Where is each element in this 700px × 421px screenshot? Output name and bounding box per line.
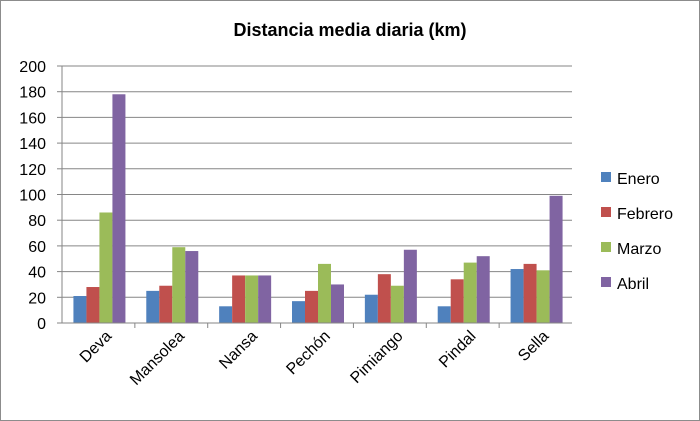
y-tick-label: 20 <box>28 290 46 307</box>
legend-label: Enero <box>617 171 660 188</box>
legend-label: Febrero <box>617 206 673 223</box>
bar-abril <box>403 249 417 323</box>
bar-marzo <box>390 285 404 323</box>
y-tick-label: 60 <box>28 239 46 256</box>
y-tick-label: 100 <box>19 188 46 205</box>
bar-enero <box>73 296 87 323</box>
legend-swatch-marzo <box>601 242 611 252</box>
y-axis-ticks: 0 20 40 60 80 100 120 140 160 180 200 <box>19 59 62 333</box>
legend-swatch-abril <box>601 277 611 287</box>
y-tick-label: 200 <box>19 59 46 76</box>
bar-febrero <box>232 275 246 323</box>
bar-abril <box>112 94 126 324</box>
bar-marzo <box>318 263 331 323</box>
bar-enero <box>510 269 524 323</box>
bar-enero <box>437 306 451 323</box>
bar-marzo <box>463 262 477 323</box>
y-tick-label: 120 <box>19 162 46 179</box>
y-tick-label: 180 <box>19 85 46 102</box>
bar-febrero <box>159 285 173 323</box>
bars <box>73 94 563 324</box>
x-category-label: Pimiango <box>347 328 406 387</box>
bar-enero <box>364 294 378 323</box>
legend-swatch-febrero <box>601 207 611 217</box>
bar-febrero <box>305 290 318 323</box>
x-category-label: Pechón <box>283 328 333 378</box>
bar-marzo <box>245 275 259 323</box>
bar-enero <box>146 290 160 323</box>
bar-marzo <box>172 247 186 323</box>
chart-title: Distancia media diaria (km) <box>233 20 466 40</box>
bar-abril <box>185 251 199 323</box>
x-category-label: Mansolea <box>127 328 188 389</box>
bar-enero <box>292 301 305 323</box>
bar-febrero <box>523 263 537 323</box>
bar-enero <box>219 306 233 323</box>
y-tick-label: 40 <box>28 265 46 282</box>
legend-swatch-enero <box>601 172 611 182</box>
bar-febrero <box>377 274 391 323</box>
bar-marzo <box>99 212 113 323</box>
legend-label: Marzo <box>617 241 662 258</box>
bar-febrero <box>450 279 464 323</box>
x-category-label: Sella <box>515 328 552 365</box>
axes <box>57 66 572 324</box>
bar-abril <box>549 195 563 323</box>
x-axis-labels: Deva Mansolea Nansa Pechón Pimiango Pindal Sel… <box>77 323 552 389</box>
legend: Enero Febrero Marzo Abril <box>601 171 673 293</box>
bar-abril <box>476 256 490 323</box>
x-category-label: Deva <box>77 328 116 367</box>
x-category-label: Pindal <box>436 328 479 371</box>
bar-abril <box>258 275 272 323</box>
bar-marzo <box>536 270 550 323</box>
legend-label: Abril <box>617 276 649 293</box>
y-tick-label: 160 <box>19 110 46 127</box>
y-tick-label: 80 <box>28 213 46 230</box>
y-tick-label: 140 <box>19 136 46 153</box>
bar-febrero <box>86 287 100 323</box>
gridlines <box>62 65 572 298</box>
x-category-label: Nansa <box>216 328 261 373</box>
y-tick-label: 0 <box>37 316 46 333</box>
bar-abril <box>331 284 344 323</box>
